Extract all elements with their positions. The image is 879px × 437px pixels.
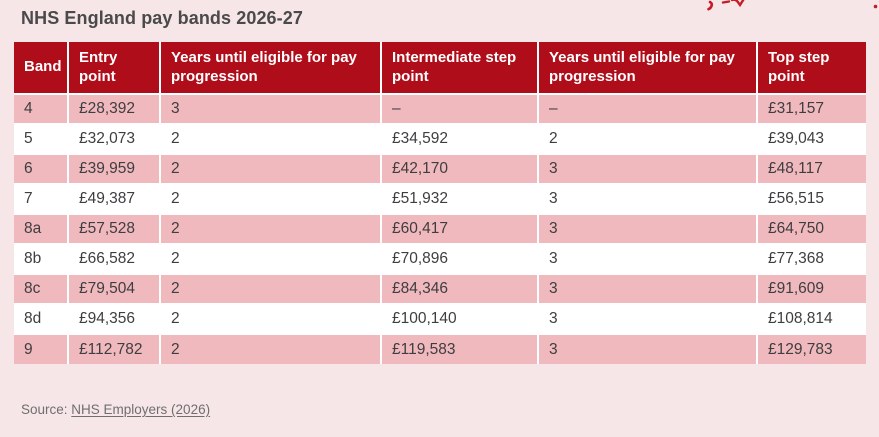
value-cell: 3	[538, 273, 758, 304]
table-row-band-9: 9 £112,782 2 £119,583 3 £129,783	[14, 333, 866, 364]
value-cell: £56,515	[757, 183, 866, 214]
value-cell: 2	[160, 153, 382, 184]
value-cell: £108,814	[757, 303, 866, 334]
value-cell: £42,170	[381, 153, 539, 184]
value-cell: £51,932	[381, 183, 539, 214]
column-header-3: Years until eligible for pay progression	[160, 42, 382, 94]
value-cell: –	[538, 93, 758, 124]
value-cell: 2	[160, 183, 382, 214]
value-cell: 3	[538, 303, 758, 334]
value-cell: 2	[160, 303, 382, 334]
value-cell: 2	[160, 333, 382, 364]
table-row-band-8b: 8b £66,582 2 £70,896 3 £77,368	[14, 243, 866, 274]
table-row-band-8d: 8d £94,356 2 £100,140 3 £108,814	[14, 303, 866, 334]
table-header: Band Entry point Years until eligible for …	[14, 42, 866, 94]
value-cell: £60,417	[381, 213, 539, 244]
value-cell: £49,387	[68, 183, 161, 214]
column-header-2: Entry point	[68, 42, 161, 94]
column-header-5: Years until eligible for pay progression	[538, 42, 758, 94]
value-cell: £64,750	[757, 213, 866, 244]
value-cell: 3	[538, 243, 758, 274]
header-row: Band Entry point Years until eligible for …	[14, 42, 866, 94]
value-cell: £119,583	[381, 333, 539, 364]
value-cell: –	[381, 93, 539, 124]
column-header-4: Intermediate step point	[381, 42, 539, 94]
band-cell: 8c	[14, 273, 69, 304]
table-row-band-8a: 8a £57,528 2 £60,417 3 £64,750	[14, 213, 866, 244]
table-row-band-8c: 8c £79,504 2 £84,346 3 £91,609	[14, 273, 866, 304]
value-cell: £39,959	[68, 153, 161, 184]
value-cell: 2	[160, 123, 382, 154]
band-cell: 9	[14, 333, 69, 364]
value-cell: 2	[538, 123, 758, 154]
value-cell: 3	[538, 213, 758, 244]
value-cell: 2	[160, 273, 382, 304]
band-cell: 8a	[14, 213, 69, 244]
value-cell: 3	[538, 183, 758, 214]
source-prefix: Source:	[21, 402, 72, 417]
value-cell: £66,582	[68, 243, 161, 274]
value-cell: £32,073	[68, 123, 161, 154]
value-cell: £77,368	[757, 243, 866, 274]
value-cell: £112,782	[68, 333, 161, 364]
value-cell: £100,140	[381, 303, 539, 334]
table-row-band-6: 6 £39,959 2 £42,170 3 £48,117	[14, 153, 866, 184]
value-cell: £94,356	[68, 303, 161, 334]
value-cell: 3	[160, 93, 382, 124]
band-cell: 6	[14, 153, 69, 184]
table-body: 4 £28,392 3– – £31,157 5 £32,073 2 £34,592 2 £39,0…	[14, 93, 866, 364]
column-header-6: Top step point	[757, 42, 866, 94]
band-cell: 8d	[14, 303, 69, 334]
value-cell: £70,896	[381, 243, 539, 274]
pay-bands-table: Band Entry point Years until eligible for …	[14, 42, 866, 364]
value-cell: £28,392	[68, 93, 161, 124]
page-title: NHS England pay bands 2026-27	[21, 8, 303, 28]
value-cell: 3	[538, 333, 758, 364]
value-cell: £91,609	[757, 273, 866, 304]
value-cell: £31,157	[757, 93, 866, 124]
value-cell: £39,043	[757, 123, 866, 154]
band-cell: 8b	[14, 243, 69, 274]
band-cell: 5	[14, 123, 69, 154]
cropped-red-text-artifact	[707, 0, 878, 11]
value-cell: £79,504	[68, 273, 161, 304]
table-row-band-5: 5 £32,073 2 £34,592 2 £39,043	[14, 123, 866, 154]
value-cell: £34,592	[381, 123, 539, 154]
source-link[interactable]: NHS Employers (2026)	[71, 402, 211, 417]
value-cell: 2	[160, 243, 382, 274]
value-cell: £48,117	[757, 153, 866, 184]
source-line: Source: NHS Employers (2026)	[21, 402, 210, 417]
value-cell: 2	[160, 213, 382, 244]
value-cell: £129,783	[757, 333, 866, 364]
value-cell: £57,528	[68, 213, 161, 244]
table-row-band-7: 7 £49,387 2 £51,932 3 £56,515	[14, 183, 866, 214]
band-cell: 7	[14, 183, 69, 214]
band-cell: 4	[14, 93, 69, 124]
column-header-1: Band	[14, 42, 69, 94]
value-cell: £84,346	[381, 273, 539, 304]
value-cell: 3	[538, 153, 758, 184]
table-row-band-4: 4 £28,392 3– – £31,157	[14, 93, 866, 124]
